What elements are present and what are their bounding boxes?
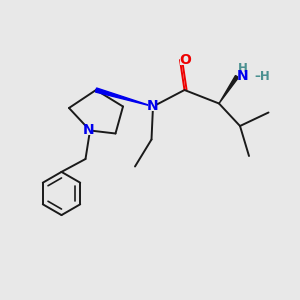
FancyBboxPatch shape bbox=[180, 56, 191, 64]
Polygon shape bbox=[219, 76, 239, 103]
Polygon shape bbox=[95, 88, 153, 106]
FancyBboxPatch shape bbox=[148, 102, 158, 111]
Text: N: N bbox=[147, 100, 159, 113]
Text: N: N bbox=[237, 70, 248, 83]
FancyBboxPatch shape bbox=[238, 72, 247, 81]
Text: N: N bbox=[83, 124, 94, 137]
Text: H: H bbox=[238, 61, 247, 75]
FancyBboxPatch shape bbox=[84, 126, 93, 135]
Text: –H: –H bbox=[254, 70, 270, 83]
Text: O: O bbox=[179, 53, 191, 67]
